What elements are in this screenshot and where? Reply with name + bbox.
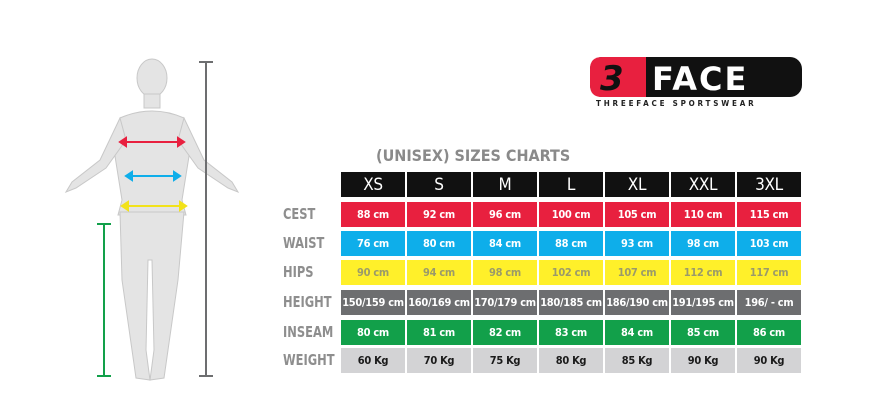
cell-hips-3xl: 117 cm bbox=[737, 260, 801, 285]
cell-hips-xl: 107 cm bbox=[605, 260, 669, 285]
svg-text:FACE: FACE bbox=[652, 60, 748, 97]
cell-inseam-xs: 80 cm bbox=[341, 320, 405, 345]
cell-cest-xl: 105 cm bbox=[605, 202, 669, 227]
cell-weight-m: 75 Kg bbox=[473, 348, 537, 373]
cell-waist-xl: 93 cm bbox=[605, 231, 669, 256]
mannequin-figure bbox=[64, 58, 240, 381]
row-label-height: HEIGHT bbox=[283, 293, 332, 311]
cell-waist-xs: 76 cm bbox=[341, 231, 405, 256]
brand-tagline: THREEFACE SPORTSWEAR bbox=[596, 99, 757, 108]
cell-height-xxl: 191/195 cm bbox=[671, 290, 735, 315]
cell-height-xs: 150/159 cm bbox=[341, 290, 405, 315]
cell-hips-m: 98 cm bbox=[473, 260, 537, 285]
height-line-icon bbox=[199, 61, 213, 377]
cell-cest-3xl: 115 cm bbox=[737, 202, 801, 227]
cell-cest-s: 92 cm bbox=[407, 202, 471, 227]
chest-arrow-icon bbox=[118, 136, 186, 148]
cell-waist-3xl: 103 cm bbox=[737, 231, 801, 256]
cell-weight-l: 80 Kg bbox=[539, 348, 603, 373]
hips-arrow-icon bbox=[120, 200, 188, 212]
row-label-hips: HIPS bbox=[283, 263, 314, 281]
cell-cest-m: 96 cm bbox=[473, 202, 537, 227]
size-header-xs: XS bbox=[341, 172, 405, 197]
cell-weight-3xl: 90 Kg bbox=[737, 348, 801, 373]
cell-cest-xs: 88 cm bbox=[341, 202, 405, 227]
cell-hips-s: 94 cm bbox=[407, 260, 471, 285]
cell-height-xl: 186/190 cm bbox=[605, 290, 669, 315]
cell-weight-s: 70 Kg bbox=[407, 348, 471, 373]
cell-hips-l: 102 cm bbox=[539, 260, 603, 285]
cell-hips-xxl: 112 cm bbox=[671, 260, 735, 285]
row-label-cest: CEST bbox=[283, 205, 316, 223]
size-header-3xl: 3XL bbox=[737, 172, 801, 197]
cell-inseam-xxl: 85 cm bbox=[671, 320, 735, 345]
cell-weight-xl: 85 Kg bbox=[605, 348, 669, 373]
cell-cest-l: 100 cm bbox=[539, 202, 603, 227]
chart-title: (UNISEX) SIZES CHARTS bbox=[376, 146, 571, 165]
cell-height-l: 180/185 cm bbox=[539, 290, 603, 315]
cell-waist-m: 84 cm bbox=[473, 231, 537, 256]
cell-cest-xxl: 110 cm bbox=[671, 202, 735, 227]
waist-arrow-icon bbox=[124, 170, 182, 182]
size-header-l: L bbox=[539, 172, 603, 197]
cell-height-3xl: 196/ - cm bbox=[737, 290, 801, 315]
cell-waist-l: 88 cm bbox=[539, 231, 603, 256]
inseam-line-icon bbox=[97, 223, 111, 377]
cell-height-m: 170/179 cm bbox=[473, 290, 537, 315]
brand-logo: 3 FACE bbox=[590, 57, 802, 99]
row-label-weight: WEIGHT bbox=[283, 351, 335, 369]
cell-inseam-l: 83 cm bbox=[539, 320, 603, 345]
cell-height-s: 160/169 cm bbox=[407, 290, 471, 315]
cell-inseam-xl: 84 cm bbox=[605, 320, 669, 345]
svg-text:3: 3 bbox=[600, 59, 624, 97]
cell-inseam-s: 81 cm bbox=[407, 320, 471, 345]
row-label-waist: WAIST bbox=[283, 234, 325, 252]
size-header-s: S bbox=[407, 172, 471, 197]
cell-waist-xxl: 98 cm bbox=[671, 231, 735, 256]
cell-hips-xs: 90 cm bbox=[341, 260, 405, 285]
cell-inseam-m: 82 cm bbox=[473, 320, 537, 345]
cell-weight-xs: 60 Kg bbox=[341, 348, 405, 373]
cell-inseam-3xl: 86 cm bbox=[737, 320, 801, 345]
size-header-xxl: XXL bbox=[671, 172, 735, 197]
size-header-m: M bbox=[473, 172, 537, 197]
row-label-inseam: INSEAM bbox=[283, 323, 334, 341]
size-header-xl: XL bbox=[605, 172, 669, 197]
cell-waist-s: 80 cm bbox=[407, 231, 471, 256]
cell-weight-xxl: 90 Kg bbox=[671, 348, 735, 373]
